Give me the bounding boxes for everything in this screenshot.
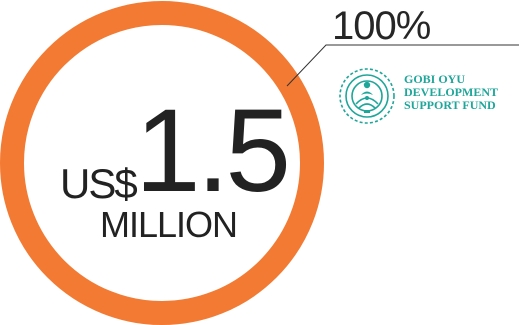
currency-label: US$ xyxy=(60,160,138,207)
donut-slice-0 xyxy=(0,1,324,325)
organization-name-line-1: GOBI OYU xyxy=(404,72,466,86)
unit-label: MILLION xyxy=(100,204,238,245)
organization-name-line-3: SUPPORT FUND xyxy=(404,98,496,112)
annotation-leader-line xyxy=(286,44,519,87)
donut-slices xyxy=(0,1,324,325)
slice-percent-label: 100% xyxy=(332,4,431,48)
organization-name-line-2: DEVELOPMENT xyxy=(404,85,499,99)
organization-name: GOBI OYU DEVELOPMENT SUPPORT FUND xyxy=(404,73,498,112)
organization-logo: GOBI OYU DEVELOPMENT SUPPORT FUND xyxy=(334,64,516,128)
amount-value: 1.5 xyxy=(135,85,291,217)
gobi-oyu-emblem-icon xyxy=(339,68,395,124)
